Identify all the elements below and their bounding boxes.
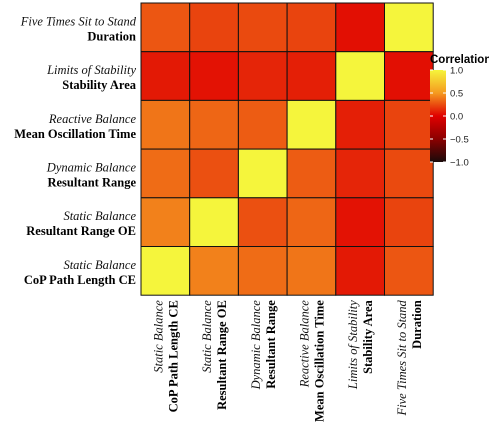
row-label-category: Limits of Stability bbox=[46, 63, 136, 77]
heatmap-cell bbox=[237, 2, 288, 53]
heatmap-cell bbox=[237, 246, 288, 296]
heatmap-cell bbox=[237, 148, 288, 199]
heatmap-cell bbox=[286, 246, 337, 296]
legend-tick-label: 1.0 bbox=[450, 66, 463, 77]
heatmap-cell bbox=[189, 2, 239, 53]
legend-tick-label: −1.0 bbox=[450, 158, 469, 169]
column-label-metric: Mean Oscillation Time bbox=[313, 300, 327, 422]
heatmap-cell bbox=[384, 246, 434, 296]
row-label-metric: CoP Path Length CE bbox=[24, 273, 136, 287]
heatmap-cell bbox=[335, 99, 385, 150]
legend-tick-label: 0.0 bbox=[450, 112, 463, 123]
column-label-category: Static Balance bbox=[151, 300, 165, 373]
row-label-category: Five Times Sit to Stand bbox=[20, 14, 137, 28]
heatmap-cell bbox=[140, 99, 191, 150]
heatmap-cell bbox=[286, 99, 337, 150]
heatmap-cell bbox=[384, 197, 434, 248]
legend-tick-label: 0.5 bbox=[450, 89, 463, 100]
heatmap-cell bbox=[286, 197, 337, 248]
row-label-metric: Resultant Range bbox=[47, 176, 136, 190]
heatmap-cell bbox=[189, 148, 239, 199]
heatmap-cell bbox=[189, 246, 239, 296]
heatmap-cell bbox=[189, 99, 239, 150]
row-label-category: Dynamic Balance bbox=[46, 161, 137, 175]
heatmap-cell bbox=[286, 2, 337, 53]
column-label-metric: Resultant Range bbox=[264, 300, 278, 389]
heatmap-cell bbox=[286, 148, 337, 199]
heatmap-cell bbox=[140, 246, 191, 296]
heatmap-cell bbox=[140, 197, 191, 248]
heatmap-cell bbox=[384, 2, 434, 53]
column-label: Static Balance CoP Path Length CE bbox=[151, 300, 180, 413]
column-label-metric: CoP Path Length CE bbox=[166, 300, 180, 412]
heatmap-cell bbox=[335, 51, 385, 101]
row-label-metric: Duration bbox=[87, 29, 136, 43]
legend-title: Correlation bbox=[430, 54, 489, 66]
heatmap-cell bbox=[237, 51, 288, 101]
column-label: Five Times Sit to Stand Duration bbox=[395, 299, 424, 416]
color-legend: Correlation 1.0 0.5 0.0 −0.5 −1.0 bbox=[430, 54, 489, 169]
row-label-category: Reactive Balance bbox=[48, 112, 137, 126]
row-label-category: Static Balance bbox=[63, 258, 136, 272]
legend-tick-label: −0.5 bbox=[450, 135, 469, 146]
heatmap-cell bbox=[189, 197, 239, 248]
heatmap-cell bbox=[189, 51, 239, 101]
heatmap-cell bbox=[335, 246, 385, 296]
row-label-category: Static Balance bbox=[63, 209, 136, 223]
legend-colorbar bbox=[430, 70, 446, 162]
column-labels: Static Balance CoP Path Length CE Static B… bbox=[151, 299, 424, 422]
column-label-metric: Resultant Range OE bbox=[215, 300, 229, 410]
heatmap-cell bbox=[384, 148, 434, 199]
heatmap-cell bbox=[286, 51, 337, 101]
column-label: Limits of Stability Stability Area bbox=[346, 299, 375, 390]
heatmap-cell bbox=[384, 99, 434, 150]
heatmap-cell bbox=[335, 2, 385, 53]
legend-ticks: 1.0 0.5 0.0 −0.5 −1.0 bbox=[430, 66, 469, 169]
row-label-metric: Stability Area bbox=[62, 78, 136, 92]
column-label: Static Balance Resultant Range OE bbox=[200, 300, 229, 410]
column-label-category: Five Times Sit to Stand bbox=[395, 299, 409, 416]
column-label: Dynamic Balance Resultant Range bbox=[249, 300, 278, 391]
heatmap-cells bbox=[140, 2, 434, 296]
row-label-metric: Mean Oscillation Time bbox=[14, 127, 136, 141]
column-label-category: Dynamic Balance bbox=[249, 300, 263, 391]
heatmap-cell bbox=[237, 99, 288, 150]
column-label-category: Limits of Stability bbox=[346, 300, 360, 390]
heatmap-cell bbox=[384, 51, 434, 101]
column-label-category: Reactive Balance bbox=[298, 300, 312, 389]
column-label: Reactive Balance Mean Oscillation Time bbox=[298, 300, 327, 422]
heatmap-cell bbox=[140, 51, 191, 101]
column-label-metric: Stability Area bbox=[361, 299, 375, 373]
column-label-metric: Duration bbox=[410, 300, 424, 349]
heatmap-cell bbox=[237, 197, 288, 248]
heatmap-cell bbox=[335, 148, 385, 199]
column-label-category: Static Balance bbox=[200, 300, 214, 373]
heatmap-cell bbox=[140, 2, 191, 53]
heatmap-cell bbox=[140, 148, 191, 199]
heatmap-cell bbox=[335, 197, 385, 248]
row-label-metric: Resultant Range OE bbox=[26, 224, 136, 238]
